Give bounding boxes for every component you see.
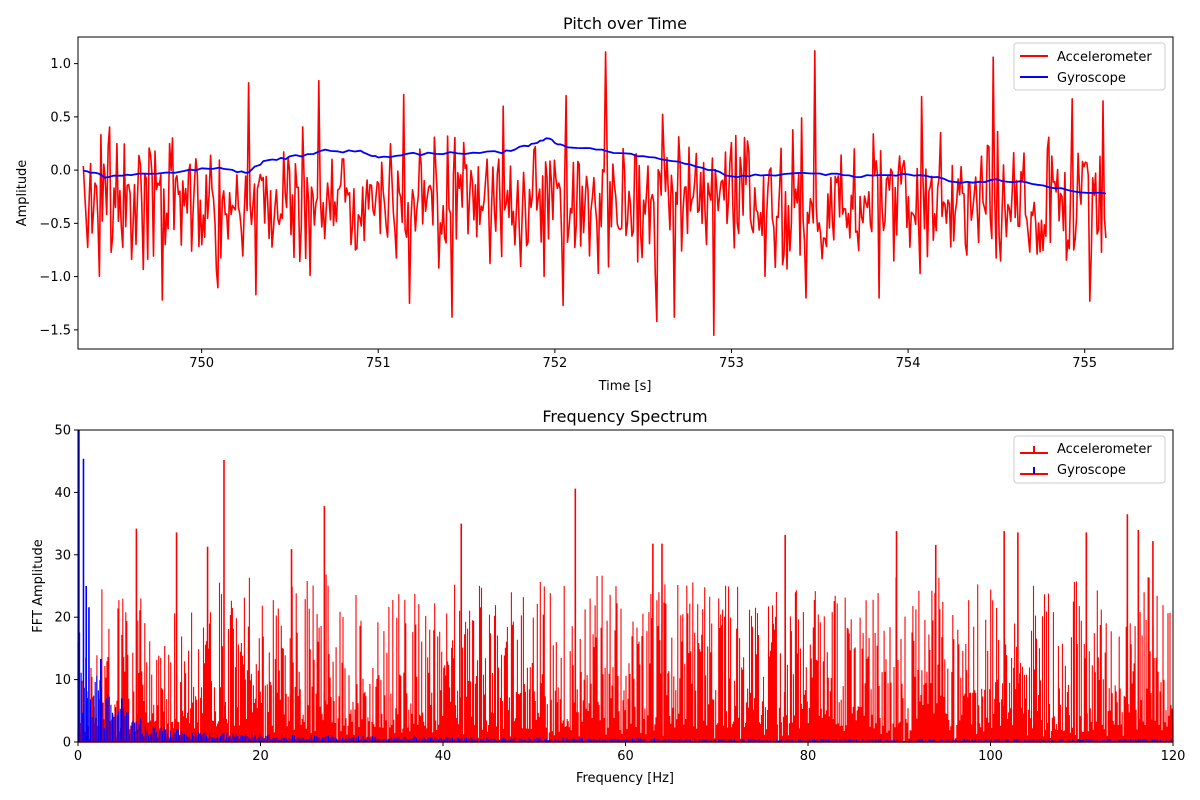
pitch-series-layer	[82, 50, 1107, 336]
spectrum-y-tick-label: 20	[54, 611, 71, 626]
pitch-legend-accel-label: Accelerometer	[1057, 50, 1152, 65]
spectrum-chart: Frequency Spectrum 0 20 40 60 80 100 120 0 10 20 3…	[31, 407, 1185, 786]
pitch-y-tick-label: −1.0	[39, 270, 71, 285]
pitch-x-tick-label: 750	[189, 356, 214, 371]
pitch-y-tick-label: −1.5	[39, 323, 71, 338]
pitch-x-tick-label: 753	[719, 356, 744, 371]
pitch-legend-gyro-label: Gyroscope	[1057, 71, 1126, 86]
spectrum-x-tick-label: 100	[978, 749, 1003, 764]
pitch-gyroscope-line	[83, 137, 1107, 195]
pitch-legend-box	[1013, 42, 1166, 91]
spectrum-y-tick-label: 10	[54, 673, 71, 688]
pitch-legend: Accelerometer Gyroscope	[1013, 42, 1166, 91]
pitch-y-tick-label: 0.0	[50, 164, 71, 179]
spectrum-y-tick-label: 30	[54, 548, 71, 563]
spectrum-legend-accel-label: Accelerometer	[1057, 442, 1152, 457]
pitch-x-tick-label: 754	[896, 356, 921, 371]
pitch-y-tick-label: 0.5	[50, 110, 71, 125]
spectrum-legend-box	[1013, 435, 1166, 484]
spectrum-y-axis-label: FFT Amplitude	[31, 539, 46, 632]
spectrum-x-tick-label: 120	[1161, 749, 1186, 764]
spectrum-x-tick-label: 60	[617, 749, 634, 764]
pitch-chart-title: Pitch over Time	[563, 14, 687, 33]
spectrum-x-tick-label: 0	[74, 749, 82, 764]
spectrum-y-tick-label: 50	[54, 424, 71, 439]
pitch-y-axis-label: Amplitude	[15, 160, 30, 227]
pitch-x-tick-label: 751	[366, 356, 391, 371]
spectrum-y-tick-label: 40	[54, 486, 71, 501]
spectrum-chart-title: Frequency Spectrum	[542, 407, 707, 426]
pitch-y-tick-label: −0.5	[39, 217, 71, 232]
spectrum-x-axis-label: Frequency [Hz]	[576, 771, 674, 786]
spectrum-x-tick-label: 40	[435, 749, 452, 764]
spectrum-x-tick-label: 20	[252, 749, 269, 764]
spectrum-x-tick-label: 80	[800, 749, 817, 764]
spectrum-series-layer	[77, 430, 1174, 743]
pitch-x-axis-label: Time [s]	[598, 379, 652, 394]
pitch-ticks: 750 751 752 753 754 755 −1.5 −1.0 −0.5 0.0 0.5 1.0	[39, 57, 1097, 371]
pitch-x-tick-label: 752	[542, 356, 567, 371]
spectrum-ticks: 0 20 40 60 80 100 120 0 10 20 30 40 50	[54, 424, 1185, 765]
pitch-y-tick-label: 1.0	[50, 57, 71, 72]
pitch-accelerometer-line	[82, 50, 1107, 336]
pitch-axes-frame	[77, 36, 1174, 350]
spectrum-legend-gyro-label: Gyroscope	[1057, 463, 1126, 478]
spectrum-y-tick-label: 0	[63, 736, 71, 751]
pitch-x-tick-label: 755	[1072, 356, 1097, 371]
spectrum-legend: Accelerometer Gyroscope	[1013, 435, 1166, 484]
pitch-chart: Pitch over Time 750 751 752 753 754 755 −1.5 −1…	[15, 14, 1174, 394]
